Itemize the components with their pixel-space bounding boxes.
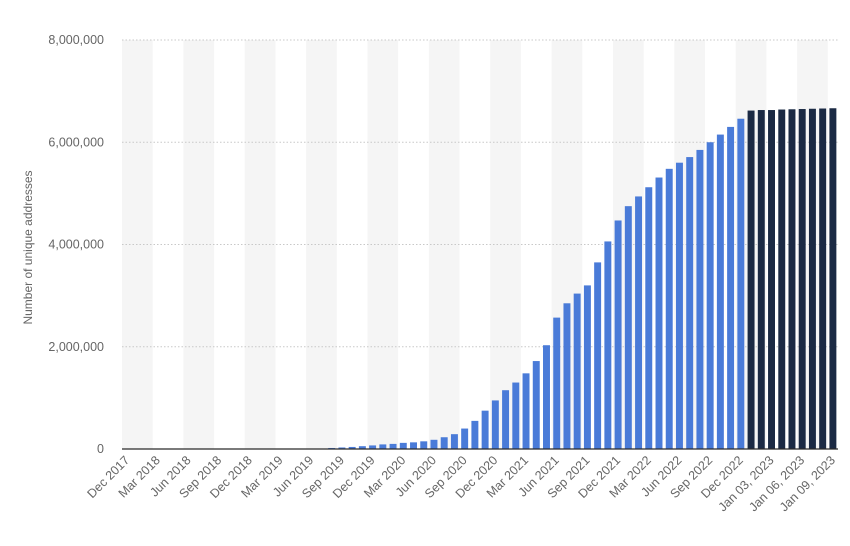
gridlines [122, 39, 838, 348]
bar-jan-03-2023 [768, 110, 775, 449]
bar-jan-2020 [379, 444, 387, 449]
bar-nov-2020 [481, 410, 489, 449]
bar-nov-2021 [604, 241, 612, 449]
y-tick-label: 8,000,000 [48, 33, 104, 47]
bar-mar-2022 [645, 187, 653, 450]
background-band [367, 40, 399, 449]
bar-mar-2020 [399, 442, 407, 449]
bar-jan-2022 [624, 206, 632, 449]
bar-oct-2019 [348, 446, 356, 449]
bar-jul-2022 [686, 157, 694, 449]
bar-jan-07-2023 [808, 108, 816, 449]
bar-aug-2021 [573, 293, 581, 449]
bar-may-2020 [420, 441, 428, 449]
bar-sep-2022 [706, 142, 714, 449]
y-tick-label: 0 [97, 442, 104, 456]
bar-mar-2021 [522, 373, 530, 449]
bar-apr-2022 [655, 177, 663, 449]
bar-oct-2021 [594, 262, 602, 449]
bars [328, 108, 837, 450]
bar-jun-2022 [675, 162, 683, 449]
bar-feb-2022 [635, 196, 643, 449]
y-tick-label: 6,000,000 [48, 135, 104, 149]
bar-oct-2020 [471, 420, 479, 449]
background-band [183, 40, 215, 449]
bar-apr-2020 [410, 442, 417, 449]
bar-jan-01-2023 [747, 110, 755, 450]
bar-sep-2020 [461, 428, 469, 449]
bar-may-2022 [665, 168, 673, 449]
bar-nov-2019 [358, 446, 366, 449]
y-axis-title: Number of unique addresses [21, 170, 35, 324]
bar-feb-2020 [389, 443, 397, 449]
bar-may-2021 [543, 345, 550, 449]
bar-jan-05-2023 [788, 109, 796, 450]
bar-feb-2021 [512, 382, 520, 449]
bar-jan-02-2023 [757, 110, 765, 449]
bar-dec-2020 [491, 400, 499, 449]
bar-jul-2020 [440, 437, 448, 449]
bar-jan-06-2023 [798, 109, 806, 450]
bar-jun-2021 [553, 317, 561, 449]
bar-apr-2021 [532, 361, 540, 449]
bar-aug-2022 [696, 149, 704, 450]
bar-sep-2021 [583, 285, 591, 449]
bar-jul-2021 [563, 303, 571, 449]
bar-jan-09-2023 [829, 108, 837, 449]
bar-jun-2020 [430, 439, 438, 449]
bar-dec-2019 [369, 445, 377, 449]
bar-sep-2019 [338, 447, 346, 449]
bar-jan-08-2023 [819, 108, 827, 449]
bar-aug-2020 [450, 434, 458, 449]
bar-dec-2021 [614, 220, 622, 449]
y-tick-label: 4,000,000 [48, 238, 104, 252]
bar-jan-04-2023 [778, 109, 786, 449]
background-band [490, 40, 521, 449]
bar-dec-2022 [737, 118, 745, 449]
y-axis-tick-labels: 0 2,000,000 4,000,000 6,000,000 8,000,000 [48, 33, 104, 456]
y-tick-label: 2,000,000 [48, 340, 104, 354]
bar-jan-2021 [502, 390, 510, 449]
bar-oct-2022 [716, 134, 724, 449]
bar-nov-2022 [727, 126, 735, 449]
